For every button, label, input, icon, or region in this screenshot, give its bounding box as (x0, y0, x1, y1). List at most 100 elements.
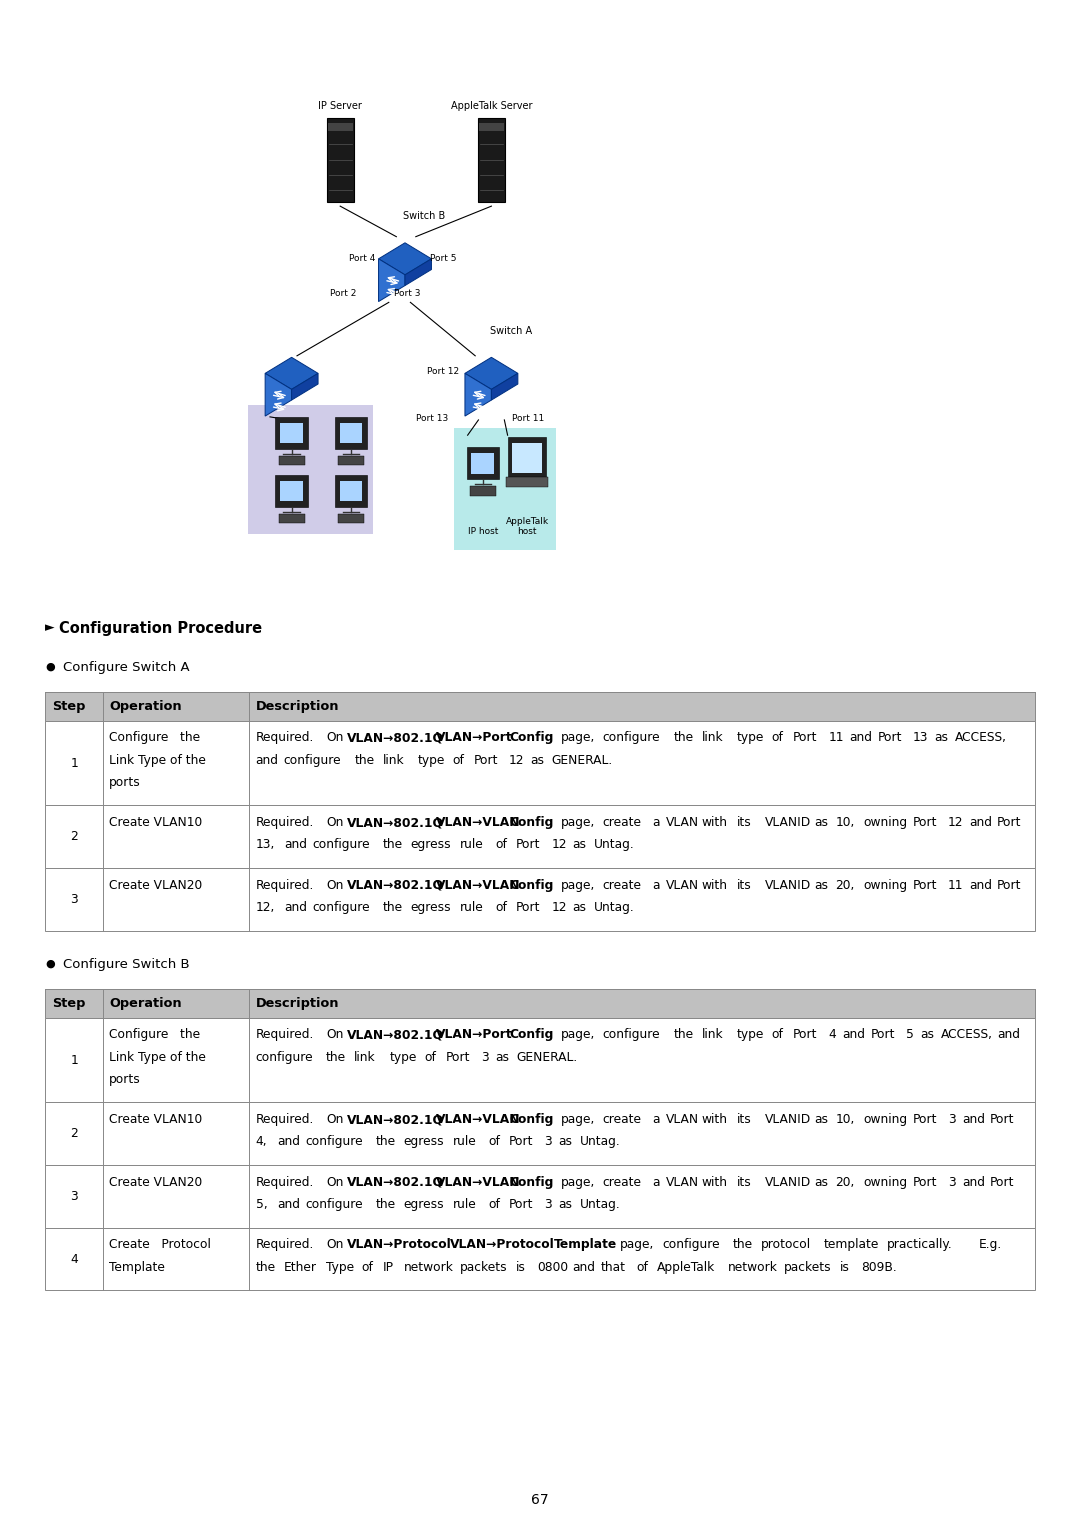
Text: Port: Port (913, 880, 937, 892)
Text: packets: packets (784, 1261, 832, 1274)
Text: Configure Switch A: Configure Switch A (63, 661, 189, 675)
Text: GENERAL.: GENERAL. (552, 754, 612, 767)
FancyBboxPatch shape (338, 513, 364, 522)
Text: protocol: protocol (760, 1238, 811, 1252)
FancyBboxPatch shape (275, 417, 308, 449)
Text: page,: page, (561, 1029, 595, 1041)
Text: 10,: 10, (835, 817, 854, 829)
Text: 67: 67 (531, 1492, 549, 1507)
Text: Port: Port (474, 754, 499, 767)
Text: Untag.: Untag. (580, 1136, 620, 1148)
Text: On: On (326, 817, 343, 829)
Text: of: of (488, 1199, 500, 1211)
Text: VLAN→802.1Q: VLAN→802.1Q (347, 1113, 444, 1127)
Text: VLAN: VLAN (666, 880, 700, 892)
Text: link: link (354, 1051, 376, 1064)
Polygon shape (266, 373, 292, 415)
FancyBboxPatch shape (328, 124, 352, 131)
Text: configure: configure (305, 1136, 363, 1148)
FancyBboxPatch shape (275, 475, 308, 507)
Text: its: its (737, 817, 752, 829)
Text: 11: 11 (828, 731, 843, 745)
Text: Config: Config (509, 1113, 554, 1127)
Text: Create VLAN10: Create VLAN10 (109, 1113, 202, 1127)
Text: and: and (969, 817, 993, 829)
Text: practically.: practically. (888, 1238, 954, 1252)
Text: configure: configure (603, 731, 661, 745)
FancyBboxPatch shape (339, 423, 362, 443)
Text: owning: owning (863, 1113, 907, 1127)
Text: On: On (326, 1029, 343, 1041)
Text: Config: Config (509, 817, 554, 829)
Text: link: link (382, 754, 404, 767)
Text: AppleTalk Server: AppleTalk Server (450, 101, 532, 111)
Text: 12,: 12, (256, 901, 275, 915)
Text: 0800: 0800 (538, 1261, 568, 1274)
Text: VLAN→Port: VLAN→Port (435, 731, 512, 745)
Text: ports: ports (109, 1073, 141, 1086)
Text: as: as (495, 1051, 509, 1064)
Text: Config: Config (509, 880, 554, 892)
Text: 5,: 5, (256, 1199, 268, 1211)
Text: VLAN→802.1Q: VLAN→802.1Q (347, 731, 444, 745)
Text: type: type (418, 754, 445, 767)
Text: GENERAL.: GENERAL. (516, 1051, 578, 1064)
Text: template: template (824, 1238, 879, 1252)
Text: configure: configure (603, 1029, 661, 1041)
FancyBboxPatch shape (505, 476, 549, 487)
Text: 3: 3 (544, 1136, 552, 1148)
Text: VLAN→VLAN: VLAN→VLAN (435, 1176, 521, 1190)
Text: egress: egress (404, 1199, 444, 1211)
Text: ●: ● (45, 959, 55, 968)
FancyBboxPatch shape (279, 513, 305, 522)
Text: type: type (737, 731, 764, 745)
Text: create: create (603, 880, 642, 892)
Text: and: and (849, 731, 873, 745)
Text: as: as (814, 1176, 828, 1190)
Text: the: the (376, 1199, 395, 1211)
Text: Required.: Required. (256, 1113, 314, 1127)
Text: is: is (840, 1261, 850, 1274)
Text: AppleTalk
host: AppleTalk host (505, 516, 549, 536)
Text: 3: 3 (544, 1199, 552, 1211)
Text: 5: 5 (906, 1029, 914, 1041)
Text: Create VLAN20: Create VLAN20 (109, 1176, 202, 1190)
Polygon shape (266, 357, 319, 389)
Text: create: create (603, 1176, 642, 1190)
Text: 13: 13 (913, 731, 928, 745)
Text: configure: configure (662, 1238, 719, 1252)
Text: Port: Port (990, 1176, 1015, 1190)
Text: 809B.: 809B. (861, 1261, 897, 1274)
Text: Untag.: Untag. (594, 901, 634, 915)
FancyBboxPatch shape (480, 124, 504, 131)
Text: Port: Port (997, 817, 1022, 829)
Text: network: network (404, 1261, 454, 1274)
Text: with: with (701, 817, 728, 829)
Text: 13,: 13, (256, 838, 275, 852)
Text: the: the (256, 1261, 275, 1274)
Text: as: as (572, 901, 586, 915)
Text: 10,: 10, (835, 1113, 854, 1127)
Text: as: as (558, 1136, 572, 1148)
Text: 4: 4 (828, 1029, 836, 1041)
Text: 1: 1 (70, 1054, 78, 1067)
Text: its: its (737, 1176, 752, 1190)
Text: and: and (276, 1136, 300, 1148)
Text: link: link (701, 731, 723, 745)
Text: VLANID: VLANID (765, 880, 811, 892)
Text: VLAN: VLAN (666, 1113, 700, 1127)
Text: egress: egress (404, 1136, 444, 1148)
Text: 3: 3 (948, 1176, 956, 1190)
Text: VLAN→Port: VLAN→Port (435, 1029, 512, 1041)
Text: and: and (256, 754, 279, 767)
Text: and: and (997, 1029, 1021, 1041)
Text: with: with (701, 1176, 728, 1190)
Text: Port 12: Port 12 (427, 366, 459, 376)
Text: VLAN→802.1Q: VLAN→802.1Q (347, 817, 444, 829)
Text: its: its (737, 1113, 752, 1127)
Text: Link Type of the: Link Type of the (109, 1051, 206, 1064)
Text: Port: Port (870, 1029, 895, 1041)
Text: Required.: Required. (256, 817, 314, 829)
Text: On: On (326, 880, 343, 892)
Text: Switch B: Switch B (403, 211, 446, 221)
